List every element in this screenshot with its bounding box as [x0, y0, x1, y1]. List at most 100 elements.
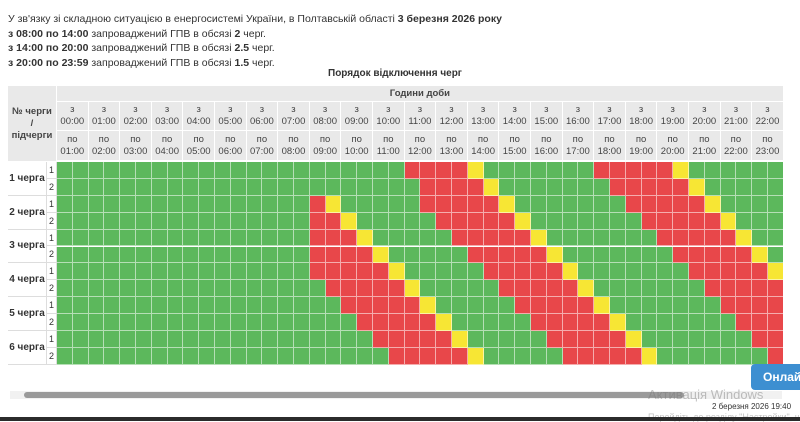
- schedule-cell: [404, 212, 421, 230]
- schedule-cell: [151, 331, 168, 348]
- schedule-cell: [689, 297, 705, 315]
- to-time: 23:00: [755, 145, 780, 157]
- schedule-cell: [262, 263, 279, 281]
- schedule-cell: [594, 314, 610, 331]
- from-word: з: [386, 104, 391, 115]
- schedule-cell: [151, 178, 168, 196]
- to-word: по: [351, 133, 362, 145]
- to-word: по: [414, 133, 426, 145]
- schedule-cell: [246, 162, 263, 179]
- schedule-cell: [594, 178, 610, 196]
- schedule-cell: [768, 297, 783, 315]
- schedule-cell: [562, 263, 579, 281]
- schedule-cell: [120, 263, 136, 281]
- schedule-cell: [689, 280, 705, 298]
- schedule-cell: [657, 314, 674, 331]
- schedule-cell: [736, 178, 753, 196]
- schedule-cell: [404, 178, 421, 196]
- schedule-cell: [199, 229, 215, 247]
- schedule-cell: [404, 280, 421, 298]
- schedule-cell: [768, 178, 783, 196]
- schedule-cell: [531, 229, 547, 247]
- schedule-cell: [388, 195, 405, 213]
- schedule-cell: [388, 263, 405, 281]
- schedule-cell: [246, 347, 263, 365]
- schedule-cell: [768, 331, 783, 348]
- schedule-cell: [594, 229, 610, 247]
- scroll-thumb[interactable]: [24, 392, 684, 398]
- schedule-cell: [373, 162, 389, 179]
- schedule-cell: [531, 314, 547, 331]
- schedule-cell: [736, 280, 753, 298]
- schedule-cell: [499, 229, 516, 247]
- schedule-cell: [246, 195, 263, 213]
- schedule-cell: [420, 280, 437, 298]
- schedule-cell: [704, 263, 721, 281]
- schedule-cell: [230, 195, 247, 213]
- to-word: по: [635, 133, 647, 145]
- schedule-cell: [230, 280, 247, 298]
- schedule-cell: [515, 178, 531, 196]
- schedule-cell: [452, 212, 468, 230]
- hour-to: по 06:00: [215, 131, 247, 161]
- schedule-cell: [689, 229, 705, 247]
- hour-to: по 12:00: [404, 131, 437, 161]
- schedule-cell: [294, 297, 310, 315]
- schedule-cell: [736, 229, 753, 247]
- schedule-cell: [57, 178, 73, 196]
- schedule-cell: [594, 280, 610, 298]
- corner-header-text: підчерги: [11, 129, 53, 141]
- hour-to: по 17:00: [562, 131, 595, 161]
- hour-to: по 21:00: [689, 131, 721, 161]
- schedule-cell: [309, 178, 326, 196]
- schedule-cell: [467, 212, 484, 230]
- schedule-cell: [104, 178, 121, 196]
- to-word: по: [225, 133, 236, 145]
- schedule-cell: [357, 331, 373, 348]
- schedule-table: № черги / підчерги Години доби з 00:00 по 01:00…: [8, 86, 783, 365]
- online-button[interactable]: Онлайн: [751, 364, 800, 390]
- schedule-cell: [641, 229, 658, 247]
- schedule-cell: [704, 229, 721, 247]
- schedule-cell: [736, 297, 753, 315]
- schedule-cell: [704, 347, 721, 365]
- schedule-cell: [388, 229, 405, 247]
- schedule-cell: [578, 212, 595, 230]
- hour-from: з 11:00: [404, 102, 437, 131]
- schedule-cell: [167, 178, 184, 196]
- schedule-cell: [562, 162, 579, 179]
- schedule-cell: [578, 347, 595, 365]
- schedule-cell: [736, 162, 753, 179]
- schedule-cell: [215, 162, 231, 179]
- to-time: 17:00: [566, 145, 590, 157]
- schedule-cell: [673, 314, 689, 331]
- schedule-cell: [136, 229, 152, 247]
- schedule-cell: [246, 229, 263, 247]
- to-time: 07:00: [250, 145, 274, 157]
- schedule-cell: [483, 297, 500, 315]
- schedule-cell: [57, 162, 73, 179]
- schedule-cell: [373, 263, 389, 281]
- schedule-cell: [151, 297, 168, 315]
- schedule-cell: [72, 178, 89, 196]
- schedule-cell: [341, 331, 358, 348]
- schedule-cell: [420, 195, 437, 213]
- horizontal-scrollbar[interactable]: [10, 391, 782, 399]
- subqueue-label: 1: [47, 195, 57, 213]
- schedule-cell: [309, 246, 326, 264]
- schedule-cell: [309, 263, 326, 281]
- corner-header-text: /: [30, 117, 34, 129]
- schedule-cell: [467, 195, 484, 213]
- schedule-cell: [151, 280, 168, 298]
- schedule-cell: [467, 246, 484, 264]
- schedule-cell: [294, 246, 310, 264]
- schedule-cell: [341, 162, 358, 179]
- schedule-cell: [388, 212, 405, 230]
- schedule-cell: [752, 263, 768, 281]
- schedule-cell: [594, 297, 610, 315]
- schedule-cell: [531, 263, 547, 281]
- from-word: з: [322, 104, 328, 115]
- hour-to: по 22:00: [720, 131, 753, 161]
- schedule-cell: [104, 314, 121, 331]
- schedule-cell: [120, 212, 136, 230]
